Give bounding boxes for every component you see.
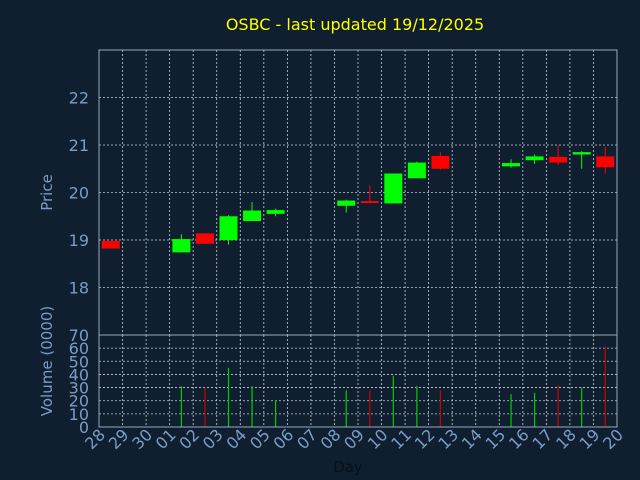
volume-y-tick-label: 20 <box>69 392 89 411</box>
chart-title: OSBC - last updated 19/12/2025 <box>226 15 484 34</box>
candle-body <box>407 162 426 179</box>
price-candles <box>101 145 615 253</box>
price-y-ticks: 18 19 20 21 22 <box>69 89 89 298</box>
volume-y-tick-label: 0 <box>79 418 89 437</box>
candle-body <box>384 173 403 204</box>
price-y-tick-label: 21 <box>69 136 89 155</box>
candle-body <box>572 152 591 155</box>
volume-y-tick-label: 30 <box>69 379 89 398</box>
candle-body <box>431 155 450 169</box>
volume-y-tick-label: 40 <box>69 365 89 384</box>
volume-axis-label: Volume (0000) <box>38 306 56 416</box>
candle-body <box>502 163 521 167</box>
price-y-tick-label: 18 <box>69 279 89 298</box>
candle-body <box>219 216 238 240</box>
candle-body <box>101 240 120 249</box>
volume-y-tick-label: 60 <box>69 339 89 358</box>
candle-body <box>525 156 544 161</box>
candle-body <box>360 201 379 204</box>
price-axis-label: Price <box>38 174 56 211</box>
candle-body <box>266 210 285 214</box>
volume-grid <box>99 334 617 428</box>
x-tick-label: 20 <box>599 425 627 453</box>
price-y-tick-label: 20 <box>69 184 89 203</box>
volume-frame <box>98 334 618 428</box>
candle-body <box>195 233 214 244</box>
x-ticks: 2829300102030405060708091011121314151617… <box>81 425 627 453</box>
volume-bars <box>180 346 606 427</box>
price-y-tick-label: 19 <box>69 231 89 250</box>
x-axis-label: Day <box>333 458 363 476</box>
candle-body <box>172 239 191 253</box>
candle-body <box>596 156 615 168</box>
candle-body <box>549 156 568 163</box>
volume-y-tick-label: 50 <box>69 352 89 371</box>
price-y-tick-label: 22 <box>69 89 89 108</box>
volume-y-tick-label: 70 <box>69 326 89 345</box>
price-panel: 18 19 20 21 22 Price <box>38 49 618 336</box>
volume-y-tick-label: 10 <box>69 405 89 424</box>
price-grid <box>99 50 617 335</box>
candle-body <box>243 210 262 221</box>
candle-body <box>337 200 356 206</box>
